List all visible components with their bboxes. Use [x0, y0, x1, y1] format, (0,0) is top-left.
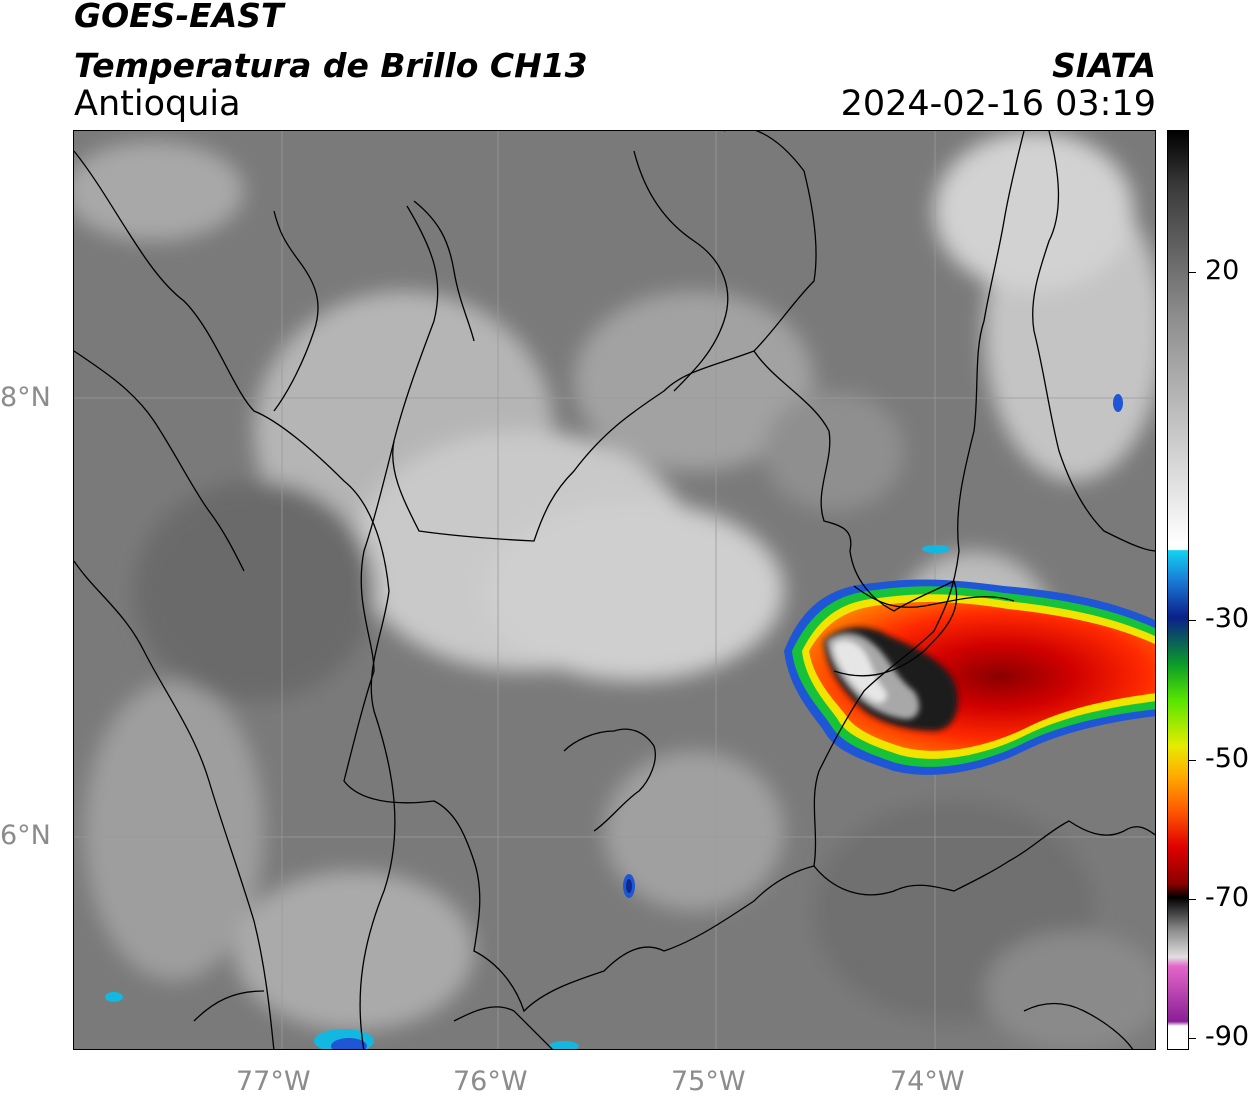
agency-label: SIATA [1052, 46, 1156, 85]
satellite-map [73, 130, 1156, 1050]
region-label: Antioquia [74, 84, 241, 124]
colorbar-tick-label: -30 [1205, 603, 1250, 634]
colorbar [1167, 130, 1189, 1050]
colorbar-tick [1188, 620, 1196, 622]
cloud-field [74, 131, 1155, 1049]
datetime-label: 2024-02-16 03:19 [840, 84, 1156, 124]
product-title: Temperatura de Brillo CH13 [74, 46, 588, 85]
colorbar-tick [1188, 1038, 1196, 1040]
cold-spots [105, 394, 1123, 1049]
lat-label-8n: 8°N [0, 382, 51, 413]
colorbar-tick-label: -70 [1205, 882, 1250, 913]
colorbar-tick [1188, 760, 1196, 762]
lon-label-75w: 75°W [671, 1066, 746, 1097]
boundaries [74, 131, 1155, 1049]
lat-label-6n: 6°N [0, 820, 51, 851]
lon-label-76w: 76°W [453, 1066, 528, 1097]
colorbar-tick [1188, 272, 1196, 274]
colorbar-tick [1188, 899, 1196, 901]
colorbar-tick-label: -50 [1205, 743, 1250, 774]
lon-label-74w: 74°W [890, 1066, 965, 1097]
lon-label-77w: 77°W [236, 1066, 311, 1097]
colorbar-tick-label: -90 [1205, 1021, 1250, 1052]
convective-storm [784, 579, 1155, 775]
satellite-title: GOES-EAST [74, 0, 284, 35]
colorbar-tick-label: 20 [1205, 255, 1240, 286]
